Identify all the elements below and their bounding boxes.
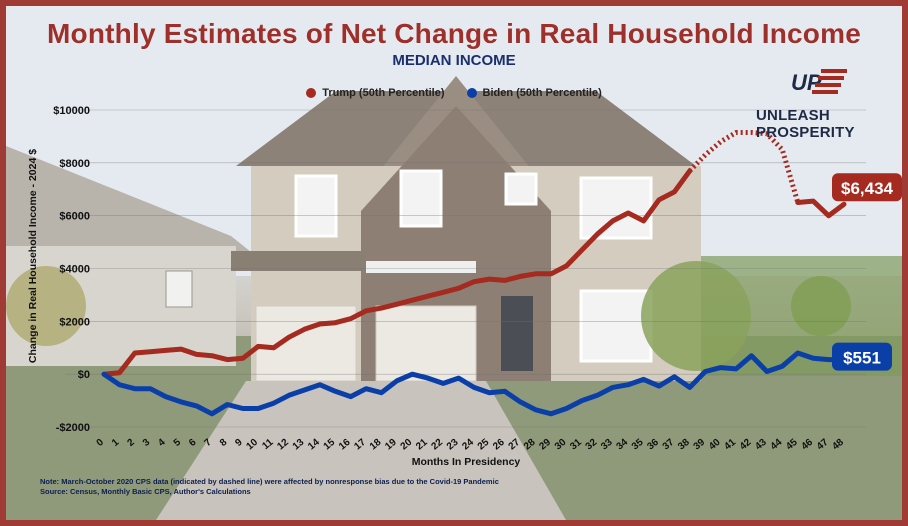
x-tick-label: 34 (615, 437, 631, 453)
x-tick-label: 33 (599, 437, 615, 453)
x-tick-label: 47 (815, 437, 831, 453)
x-tick-label: 42 (738, 437, 754, 453)
x-tick-label: 27 (507, 437, 523, 453)
y-tick-label: -$2000 (56, 422, 90, 434)
note-text: Note: March-October 2020 CPS data (indic… (40, 477, 499, 486)
x-tick-label: 24 (460, 437, 476, 453)
background-house-image (6, 6, 902, 520)
chart-subtitle: MEDIAN INCOME (392, 52, 516, 69)
x-tick-label: 20 (399, 437, 415, 453)
y-tick-label: $0 (78, 369, 90, 381)
x-tick-label: 26 (491, 437, 507, 453)
x-tick-label: 6 (187, 437, 199, 449)
end-label-box-trump (832, 173, 902, 202)
x-tick-label: 22 (430, 437, 446, 453)
x-tick-label: 7 (203, 437, 215, 449)
x-tick-label: 30 (553, 437, 569, 453)
x-tick-label: 23 (445, 437, 461, 453)
y-axis-ticks: -$2000 $0 $2000 $4000 $6000 $8000 $10000 (53, 105, 90, 434)
x-tick-label: 2 (125, 437, 137, 449)
legend: Trump (50th Percentile) Biden (50th Perc… (6, 87, 902, 99)
x-tick-label: 12 (275, 437, 291, 453)
x-tick-label: 19 (383, 437, 399, 453)
legend-label-biden: Biden (50th Percentile) (482, 87, 602, 99)
end-value-labels: $6,434 $551 (832, 173, 902, 371)
x-tick-label: 11 (260, 437, 276, 453)
y-tick-label: $10000 (53, 105, 90, 117)
x-tick-label: 5 (172, 437, 184, 449)
legend-dot-biden (466, 88, 477, 98)
chart-notes: Note: March-October 2020 CPS data (indic… (40, 477, 499, 497)
x-tick-label: 3 (141, 437, 153, 449)
y-tick-label: $2000 (59, 316, 90, 328)
x-axis-label: Months In Presidency (412, 456, 521, 468)
x-tick-label: 10 (245, 437, 261, 453)
x-tick-label: 16 (337, 437, 353, 453)
end-label-biden: $551 (843, 349, 881, 368)
x-tick-label: 38 (676, 437, 692, 453)
x-tick-label: 46 (800, 437, 816, 453)
x-tick-label: 13 (291, 437, 307, 453)
series-line-biden (101, 350, 847, 417)
x-tick-label: 31 (568, 437, 584, 453)
grid-lines (66, 109, 866, 428)
y-tick-label: $8000 (59, 158, 90, 170)
y-tick-label: $6000 (59, 211, 90, 223)
x-tick-label: 0 (95, 437, 107, 449)
series-line-trump-solid-end (795, 198, 847, 219)
x-tick-label: 28 (522, 437, 538, 453)
x-tick-label: 8 (218, 437, 230, 449)
x-tick-label: 25 (476, 437, 492, 453)
series-lines (101, 130, 847, 417)
x-tick-label: 4 (156, 437, 168, 449)
x-tick-label: 15 (322, 437, 338, 453)
brand-name: UNLEASH PROSPERITY (756, 107, 855, 141)
x-tick-label: 41 (722, 437, 738, 453)
legend-item-biden: Biden (50th Percentile) (466, 87, 602, 99)
x-tick-label: 40 (707, 437, 723, 453)
x-tick-label: 18 (368, 437, 384, 453)
x-tick-label: 35 (630, 437, 646, 453)
y-tick-label: $4000 (59, 264, 90, 276)
x-tick-label: 21 (414, 437, 430, 453)
end-label-trump: $6,434 (841, 179, 894, 198)
y-axis-label: Change in Real Household Income - 2024 $ (27, 149, 39, 363)
legend-item-trump: Trump (50th Percentile) (306, 87, 445, 99)
legend-label-trump: Trump (50th Percentile) (322, 87, 445, 99)
x-tick-label: 9 (233, 437, 245, 449)
x-tick-label: 39 (692, 437, 708, 453)
x-tick-label: 32 (584, 437, 600, 453)
chart-title: Monthly Estimates of Net Change in Real … (47, 18, 861, 49)
x-axis-ticks: 0 1 2 3 4 5 6 7 8 9 10 11 12 13 14 15 16 17 18 19 20 21 22 23 24… (95, 437, 847, 453)
x-tick-label: 43 (753, 437, 769, 453)
end-label-box-biden (832, 342, 892, 371)
series-line-trump-solid-start (101, 168, 693, 377)
x-tick-label: 17 (352, 437, 368, 453)
source-text: Source: Census, Monthly Basic CPS, Autho… (40, 487, 251, 496)
legend-dot-trump (306, 88, 317, 98)
x-tick-label: 37 (661, 437, 677, 453)
x-tick-label: 14 (306, 437, 322, 453)
x-tick-label: 48 (830, 437, 846, 453)
x-tick-label: 1 (110, 437, 122, 449)
brand-logo: UP (791, 69, 847, 95)
x-tick-label: 29 (537, 437, 553, 453)
x-tick-label: 45 (784, 437, 800, 453)
series-line-trump-dashed (688, 130, 801, 204)
x-tick-label: 44 (769, 437, 785, 453)
x-tick-label: 36 (645, 437, 661, 453)
